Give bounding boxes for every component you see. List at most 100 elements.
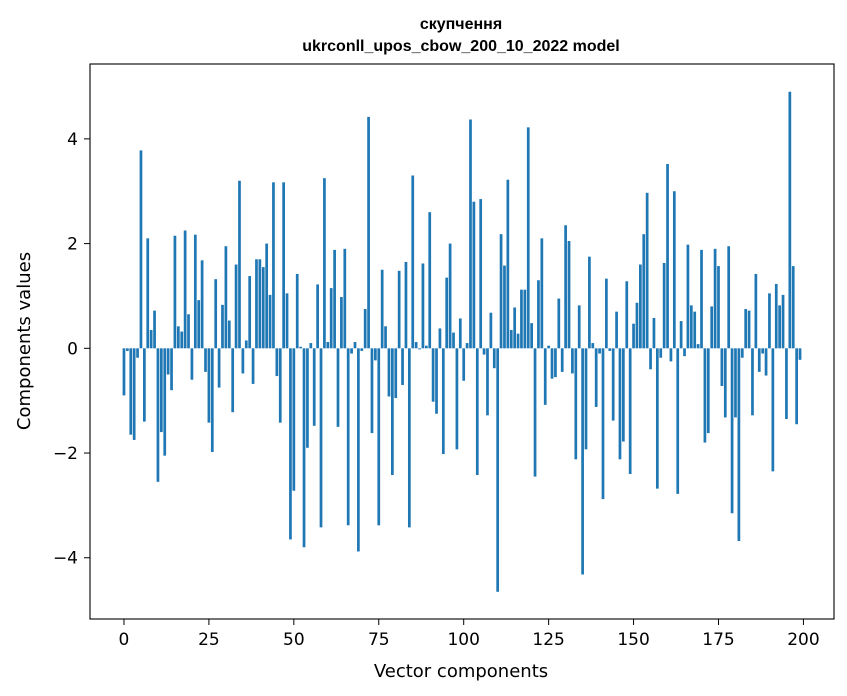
bar — [768, 293, 771, 349]
bar — [210, 348, 214, 452]
bar — [655, 348, 659, 489]
bar — [418, 348, 421, 350]
bar — [523, 289, 527, 349]
bar — [234, 264, 238, 349]
x-tick-label: 50 — [283, 630, 305, 650]
bar — [652, 317, 656, 349]
bar — [336, 348, 340, 427]
bar — [564, 225, 567, 349]
bar — [662, 262, 666, 349]
bar — [231, 348, 235, 413]
bar — [244, 340, 248, 349]
bar — [526, 127, 530, 349]
bar — [224, 246, 228, 349]
bar — [214, 279, 218, 349]
bar — [190, 348, 194, 380]
bar — [669, 348, 673, 362]
bar — [343, 248, 347, 349]
bar — [329, 288, 333, 349]
y-tick-label: 0 — [67, 339, 78, 359]
x-axis-label: Vector components — [374, 661, 548, 682]
bar — [394, 348, 398, 399]
bar — [255, 259, 258, 349]
bar — [598, 348, 601, 354]
bar — [737, 348, 741, 541]
bar — [455, 348, 459, 450]
bar — [367, 116, 370, 349]
bar — [717, 266, 720, 349]
bar — [183, 230, 187, 349]
y-tick-label: −4 — [53, 549, 78, 569]
bar — [588, 256, 591, 349]
bar — [554, 348, 557, 378]
bar — [639, 264, 642, 349]
bar — [489, 312, 493, 349]
bar — [197, 300, 201, 349]
bar — [357, 348, 360, 552]
bar — [486, 348, 489, 416]
bar — [611, 348, 615, 421]
bar — [431, 348, 435, 402]
bar — [445, 277, 449, 349]
bar — [166, 348, 170, 375]
bar — [740, 348, 744, 358]
bar — [632, 323, 635, 349]
bar — [649, 348, 652, 370]
bar — [163, 348, 167, 456]
bar — [706, 348, 710, 434]
y-axis-label: Components values — [14, 252, 35, 430]
bar — [720, 348, 724, 387]
bar — [672, 191, 676, 349]
bar — [744, 309, 748, 349]
y-tick-label: 2 — [67, 235, 78, 255]
x-axis-ticks: 0 25 50 75 100 125 150 175 200 — [119, 619, 820, 650]
bar — [462, 348, 466, 381]
bar — [516, 333, 520, 349]
bar — [149, 329, 153, 349]
bar — [384, 326, 387, 349]
bar — [350, 348, 353, 354]
bar — [278, 348, 282, 423]
bar — [496, 348, 500, 592]
bar — [391, 348, 394, 476]
bar — [615, 311, 618, 349]
bar — [289, 348, 292, 540]
bar — [703, 348, 707, 443]
bar — [713, 248, 717, 349]
bar — [543, 348, 547, 405]
bar — [187, 314, 190, 349]
bar — [676, 348, 680, 494]
bar — [424, 345, 428, 349]
bar — [316, 284, 319, 349]
bar — [302, 348, 306, 548]
bar — [618, 348, 622, 460]
bar — [608, 348, 612, 351]
bar — [557, 298, 561, 349]
bar — [533, 348, 537, 477]
bar — [465, 343, 469, 349]
bar — [346, 348, 350, 526]
bar — [377, 348, 381, 526]
bar — [581, 348, 584, 575]
bar — [326, 342, 330, 349]
bar — [363, 309, 367, 349]
bar — [258, 259, 262, 349]
bar — [156, 348, 160, 482]
bar — [584, 348, 588, 450]
bar — [170, 348, 173, 391]
x-tick-label: 150 — [617, 630, 649, 650]
bar — [567, 240, 571, 349]
bar — [200, 260, 204, 349]
bars-group — [122, 91, 802, 592]
bar — [645, 192, 649, 349]
bar — [659, 348, 663, 358]
bar — [139, 150, 143, 349]
y-tick-label: 4 — [67, 130, 78, 150]
bar — [360, 348, 364, 351]
bar — [730, 348, 734, 514]
bar — [319, 348, 323, 528]
bar — [571, 348, 574, 374]
bar — [700, 249, 703, 349]
bar — [292, 348, 296, 491]
bar — [448, 243, 452, 349]
